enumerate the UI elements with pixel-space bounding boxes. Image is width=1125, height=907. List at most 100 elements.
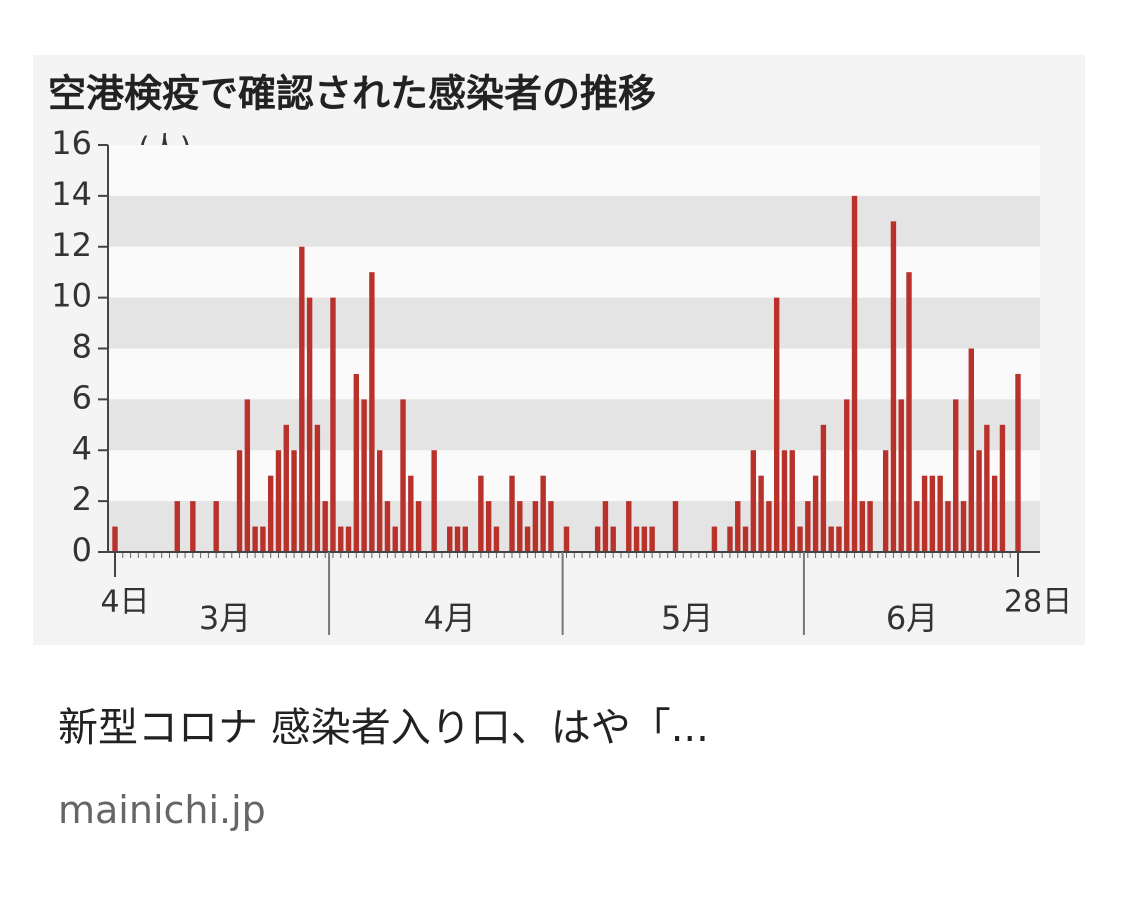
bar <box>291 450 297 552</box>
y-tick-label: 16 <box>51 124 92 162</box>
bar <box>283 424 289 552</box>
result-source: mainichi.jp <box>58 788 266 832</box>
bar <box>649 526 655 552</box>
bar <box>797 526 803 552</box>
bar <box>602 501 609 552</box>
bar <box>976 450 982 552</box>
bar <box>626 501 632 552</box>
bar <box>633 526 640 552</box>
bar <box>851 195 858 552</box>
bar <box>532 501 539 552</box>
bar <box>306 297 313 552</box>
bar <box>190 501 196 552</box>
bar <box>376 450 383 552</box>
bar <box>594 526 601 552</box>
bar <box>844 399 850 552</box>
bar <box>1015 373 1021 552</box>
bar <box>524 526 531 552</box>
bar <box>960 501 967 552</box>
bar <box>828 526 834 552</box>
bar <box>735 501 741 552</box>
bar <box>540 475 546 552</box>
bar <box>789 450 795 552</box>
x-tick-label: 4日 <box>100 585 149 620</box>
bar <box>758 475 764 552</box>
bar <box>392 526 398 552</box>
bar <box>338 526 344 552</box>
grid-band <box>108 399 1040 451</box>
bar <box>859 501 866 552</box>
bar <box>322 501 328 552</box>
bar <box>641 526 648 552</box>
bar <box>431 450 437 552</box>
bar <box>267 475 274 552</box>
bar <box>610 526 616 552</box>
bar <box>999 424 1006 552</box>
bar <box>766 501 772 552</box>
bar <box>750 450 757 552</box>
month-label: 3月 <box>199 599 251 637</box>
bar <box>882 450 889 552</box>
y-tick-label: 12 <box>51 226 92 264</box>
bar <box>984 424 990 552</box>
bar <box>711 526 718 552</box>
bar <box>493 526 500 552</box>
bar <box>742 526 749 552</box>
bar <box>727 526 733 552</box>
bar <box>252 526 258 552</box>
bar <box>921 475 928 552</box>
bar <box>820 424 827 552</box>
bar <box>812 475 819 552</box>
bar <box>415 501 422 552</box>
bar <box>462 526 469 552</box>
bar <box>929 475 936 552</box>
bar <box>906 272 912 552</box>
bar <box>953 399 959 552</box>
chart-title: 空港検疫で確認された感染者の推移 <box>48 72 656 116</box>
bar <box>890 221 897 552</box>
bar <box>260 526 266 552</box>
bar <box>454 526 461 552</box>
bar <box>330 297 336 552</box>
bar <box>236 450 243 552</box>
bar <box>781 450 788 552</box>
bar <box>174 501 180 552</box>
month-label: 5月 <box>661 599 713 637</box>
grid-band <box>108 195 1040 247</box>
y-tick-label: 4 <box>72 429 92 467</box>
grid-band <box>108 297 1040 349</box>
bar <box>937 475 943 552</box>
bar <box>517 501 523 552</box>
y-tick-label: 14 <box>51 175 92 213</box>
bar <box>991 475 998 552</box>
chart: 空港検疫で確認された感染者の推移 (人) 02468101214164日28日3… <box>33 55 1085 645</box>
bar <box>867 501 873 552</box>
bar <box>275 450 282 552</box>
y-tick-label: 10 <box>51 277 92 315</box>
month-label: 6月 <box>886 599 938 637</box>
bar <box>353 373 360 552</box>
bar <box>244 399 251 552</box>
bar <box>361 399 367 552</box>
bar <box>672 501 679 552</box>
bar <box>408 475 414 552</box>
bar <box>914 501 920 552</box>
y-tick-label: 6 <box>72 378 92 416</box>
bar <box>563 526 570 552</box>
bar <box>384 501 391 552</box>
bar <box>213 501 219 552</box>
bar <box>548 501 554 552</box>
bar <box>345 526 352 552</box>
bar <box>112 526 118 552</box>
bar <box>945 501 951 552</box>
bar <box>485 501 492 552</box>
bar <box>314 424 321 552</box>
result-title[interactable]: 新型コロナ 感染者入り口、はや「... <box>58 705 709 751</box>
bar <box>509 475 515 552</box>
bar <box>447 526 453 552</box>
y-tick-label: 2 <box>72 480 92 518</box>
bar <box>773 297 780 552</box>
x-tick-label: 28日 <box>1004 585 1072 620</box>
